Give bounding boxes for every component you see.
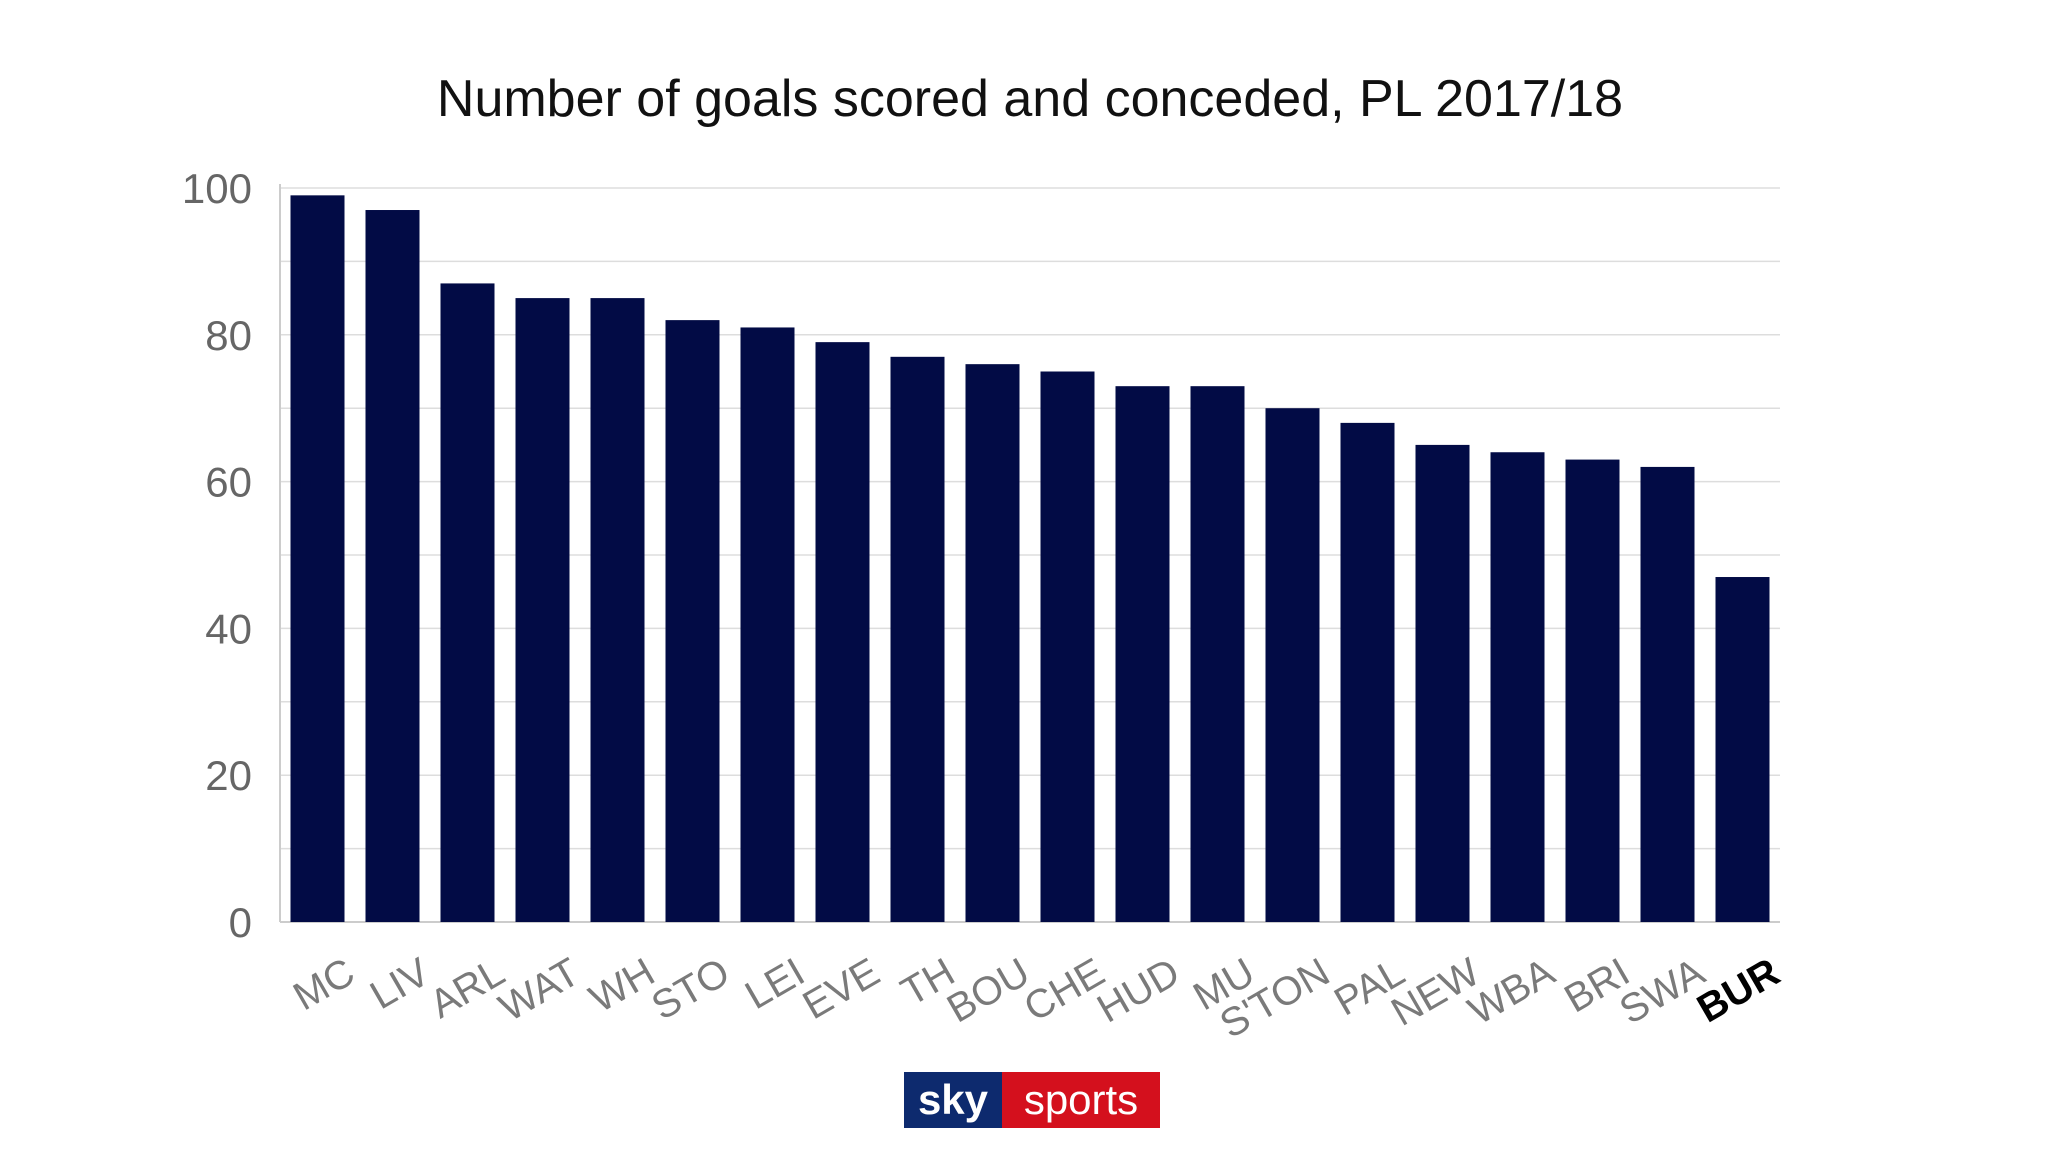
bar-arl xyxy=(440,283,495,922)
chart-title: Number of goals scored and conceded, PL … xyxy=(437,70,1623,128)
logo-sports-text: sports xyxy=(1024,1076,1138,1123)
x-tick-label: MC xyxy=(286,950,362,1019)
bar-new xyxy=(1415,444,1470,922)
bar-pal xyxy=(1340,422,1395,922)
bar-swa xyxy=(1640,466,1695,922)
bar-bou xyxy=(965,364,1020,922)
x-tick-label: STO xyxy=(644,950,737,1029)
x-tick-label: WH xyxy=(582,950,662,1021)
bar-lei xyxy=(740,327,795,923)
grid xyxy=(280,187,1780,850)
y-tick-label: 40 xyxy=(205,605,252,652)
bar-liv xyxy=(365,210,420,922)
x-tick-label: LIV xyxy=(363,950,437,1018)
bar-ston xyxy=(1265,408,1320,922)
logo-sports-panel xyxy=(1002,1072,1160,1128)
bar-bri xyxy=(1565,459,1620,922)
bar-hud xyxy=(1115,386,1170,922)
y-tick-label: 20 xyxy=(205,752,252,799)
sky-sports-logo: sky sports xyxy=(904,1072,1160,1128)
bar-mc xyxy=(290,195,345,923)
y-tick-label: 60 xyxy=(205,459,252,506)
bar-wh xyxy=(590,298,645,923)
x-tick-label: HUD xyxy=(1090,950,1187,1031)
bar-wat xyxy=(515,298,570,923)
y-tick-label: 80 xyxy=(205,312,252,359)
x-tick-label: WAT xyxy=(492,950,587,1030)
bar-eve xyxy=(815,342,870,922)
bar-mu xyxy=(1190,386,1245,922)
axes xyxy=(279,184,1780,923)
y-tick-label: 100 xyxy=(182,165,252,212)
y-tick-label: 0 xyxy=(229,899,252,946)
x-tick-label: LEI xyxy=(738,950,812,1018)
x-tick-label: BUR xyxy=(1690,950,1787,1031)
x-tick-label: EVE xyxy=(796,950,887,1028)
bar-che xyxy=(1040,371,1095,922)
bar-wba xyxy=(1490,452,1545,922)
logo-sky-panel xyxy=(904,1072,1002,1128)
bar-bur xyxy=(1715,577,1770,922)
bars xyxy=(290,195,1770,923)
y-tick-labels: 0 20 40 60 80 100 xyxy=(182,165,252,946)
bar-th xyxy=(890,356,945,922)
logo-sky-text: sky xyxy=(918,1076,989,1123)
x-tick-label: WBA xyxy=(1461,950,1562,1034)
bar-sto xyxy=(665,320,720,922)
